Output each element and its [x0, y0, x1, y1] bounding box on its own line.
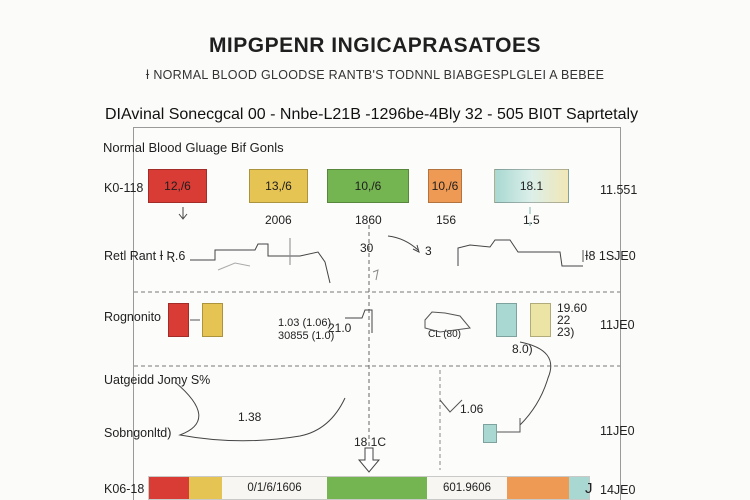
- row2-left-label: Retl Rant Ɨ Ʀ.6: [104, 249, 186, 263]
- bar-seg-red: [149, 477, 189, 499]
- bar-seg-pale-2: 601.9606: [427, 477, 507, 499]
- sweep-curve-left: [174, 381, 346, 442]
- row6-left-label: K06-18: [104, 482, 145, 496]
- row5-value-b: 1.06: [460, 402, 484, 416]
- row3-mid-value-2: 30855 (1.0): [278, 330, 335, 342]
- row5-center-value: 18.1C: [354, 435, 387, 449]
- row1-value-under-yellow: 2006: [265, 213, 292, 227]
- row3-paleyellow-box: [530, 303, 551, 337]
- row1-value-under-orange: 156: [436, 213, 457, 227]
- row5-value-a: 1.38: [238, 410, 262, 424]
- glucose-range-bar: 0/1/6/1606 601.9606: [148, 476, 590, 500]
- row5-teal-box: [483, 424, 497, 443]
- bar-seg-yellow: [189, 477, 222, 499]
- row1-teal-box: 18.1: [494, 169, 569, 203]
- row1-value-under-teal: 1.5: [523, 213, 540, 227]
- row3-right-label: 11JE0: [600, 318, 635, 332]
- row3-red-box: [168, 303, 189, 337]
- bar-seg-pale-1: 0/1/6/1606: [222, 477, 327, 499]
- page-title: MIPGPENR INGICAPRASATOES: [208, 34, 542, 57]
- row3-yellow-box: [202, 303, 223, 337]
- row2-right-label: Ɨ8 1SJE0: [585, 249, 636, 263]
- row3-left-label: Rognonito: [104, 310, 161, 324]
- row1-orange-box: 10,/6: [428, 169, 462, 203]
- row3-trend-label: CL (80): [428, 329, 461, 340]
- row1-yellow-box: 13,/6: [249, 169, 308, 203]
- row3-mid-value-3: 21.0: [328, 321, 352, 335]
- row6-right-mark: J: [585, 480, 593, 497]
- row1-right-label: 11.551: [600, 183, 638, 197]
- row5-right-label: 11JE0: [600, 424, 635, 438]
- page-subtitle: Ɨ NORMAL BLOOD GLOODSE RANTB'S TODNNL BI…: [145, 68, 605, 82]
- row1-green-box: 10,/6: [327, 169, 409, 203]
- hollow-down-arrow: [357, 447, 381, 473]
- trend-line-left: [190, 243, 331, 284]
- curved-arrow-30: [387, 235, 419, 251]
- row1-left-label: K0-118: [104, 181, 144, 195]
- row3-teal-box: [496, 303, 517, 337]
- row6-right-label: 14JE0: [600, 483, 636, 497]
- row1-red-box: 12,/6: [148, 169, 207, 203]
- arrow-down-red: [178, 207, 188, 220]
- row3-below-right: 8.0): [512, 342, 533, 356]
- row3-right-small-3: 23): [557, 325, 575, 339]
- row5-left-label: Sobngonltd): [104, 426, 172, 440]
- row3-right-small-2: 22: [557, 313, 571, 327]
- bar-seg-green: [327, 477, 427, 499]
- sweep-curve-right: [519, 341, 552, 426]
- bar-seg-orange: [507, 477, 569, 499]
- row3-right-small-1: 19.60: [557, 301, 588, 315]
- row2-mid-value-2: 3: [425, 244, 432, 258]
- row2-mid-value: 30: [360, 241, 374, 255]
- bar-seg-teal: [569, 477, 589, 499]
- row3-mid-value-1: 1.03 (1.06): [278, 317, 332, 329]
- header-ranges-line: DIAvinal Sonecgcal 00 - Nnbe-L21B -1296b…: [105, 106, 639, 123]
- row3-connector: [345, 309, 373, 333]
- row4-left-label: Uatgeidd Jomy S%: [104, 373, 211, 387]
- row1-value-under-green: 1860: [355, 213, 382, 227]
- panel-label: Normal Blood Gluage Bif Gonls: [103, 140, 284, 155]
- trend-line-right: [457, 239, 583, 267]
- row3-trend-shape: [424, 311, 471, 333]
